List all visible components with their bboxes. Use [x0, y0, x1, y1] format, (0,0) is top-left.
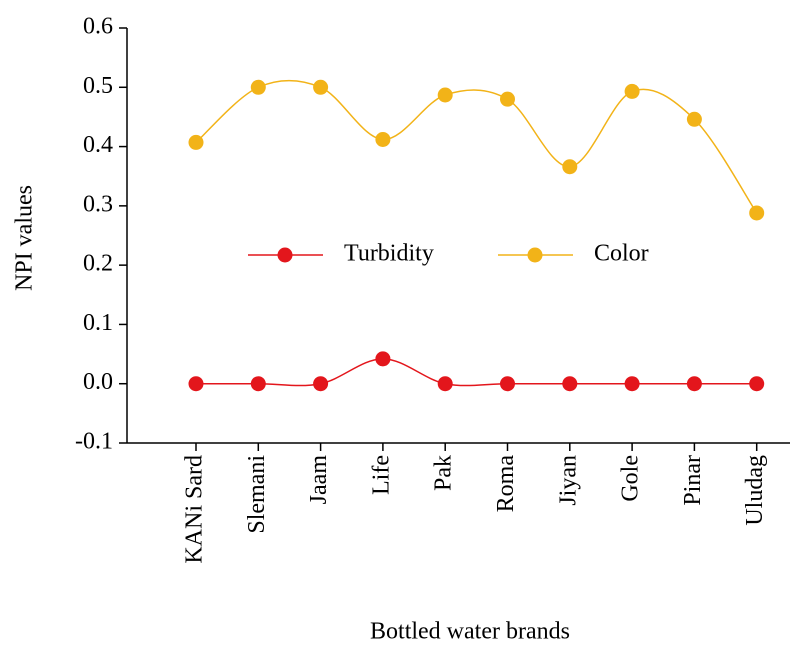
y-tick-label: -0.1 — [75, 429, 113, 455]
data-point — [562, 376, 578, 392]
data-point — [686, 376, 702, 392]
y-tick-label: 0.1 — [83, 310, 113, 336]
data-point — [624, 83, 640, 99]
y-tick-label: 0.2 — [83, 251, 113, 277]
series-line — [195, 358, 757, 387]
data-point — [437, 87, 453, 103]
y-tick-label: 0.4 — [83, 132, 113, 158]
legend-marker — [527, 247, 543, 263]
y-tick-label: 0.5 — [83, 73, 113, 99]
data-point — [500, 91, 515, 107]
data-point — [375, 131, 391, 147]
x-tick-label: Life — [368, 455, 394, 495]
x-tick-label: Jaam — [306, 455, 332, 505]
x-tick-label: Uludag — [742, 455, 768, 526]
data-point — [749, 205, 765, 221]
y-tick-label: 0.6 — [83, 14, 113, 40]
data-point — [313, 376, 329, 392]
data-point — [250, 79, 266, 95]
legend-marker — [277, 247, 293, 263]
data-point — [500, 376, 515, 392]
data-point — [188, 376, 204, 392]
data-point — [686, 111, 702, 127]
x-tick-label: Jiyan — [555, 455, 581, 506]
x-tick-label: KANi Sard — [182, 455, 208, 564]
data-point — [749, 376, 765, 392]
x-tick-label: Roma — [493, 455, 519, 513]
data-point — [624, 376, 640, 392]
data-point — [250, 376, 266, 392]
series-line — [195, 79, 758, 214]
data-point — [188, 134, 204, 150]
x-tick-label: Slemani — [244, 455, 270, 534]
x-tick-label: Gole — [618, 455, 644, 502]
legend-label: Color — [594, 241, 649, 267]
y-tick-label: 0.3 — [83, 191, 113, 217]
data-point — [313, 79, 329, 95]
y-axis-title: NPI values — [12, 185, 38, 291]
x-tick-label: Pak — [431, 455, 457, 491]
y-tick-label: 0.0 — [83, 369, 113, 395]
x-axis-title: Bottled water brands — [370, 619, 570, 645]
data-point — [562, 159, 578, 175]
data-point — [437, 376, 453, 392]
data-point — [375, 351, 391, 367]
x-tick-label: Pinar — [680, 455, 706, 506]
legend-label: Turbidity — [344, 241, 434, 267]
